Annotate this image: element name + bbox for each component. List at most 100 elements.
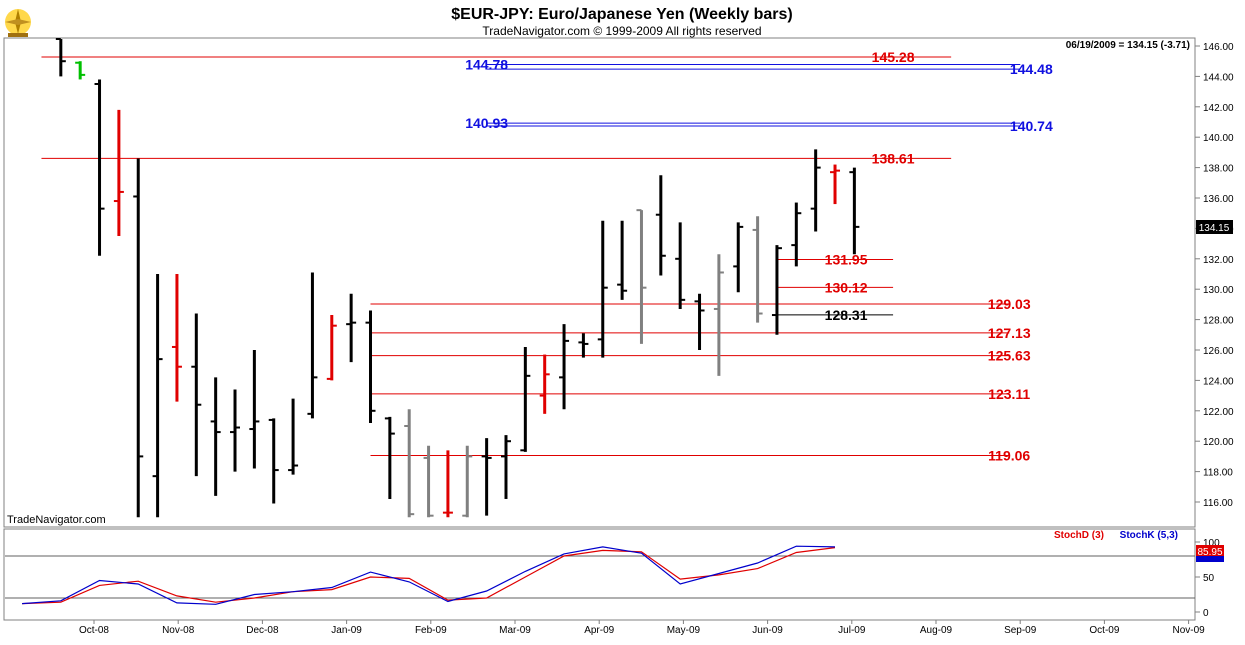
- price-bar: [791, 202, 802, 267]
- price-bar: [113, 109, 124, 236]
- price-bar: [442, 450, 453, 518]
- price-bar: [133, 158, 144, 518]
- level-label: 119.06: [988, 447, 1030, 463]
- x-tick-label: Jul-09: [838, 625, 866, 636]
- level-label: 140.74: [1010, 118, 1053, 134]
- y-tick-label: 140.00: [1203, 133, 1234, 144]
- y-tick-label: 120.00: [1203, 437, 1234, 448]
- price-bar: [830, 164, 841, 205]
- price-bar: [694, 293, 705, 350]
- x-tick-label: Jun-09: [752, 625, 783, 636]
- level-label: 130.12: [825, 279, 868, 295]
- price-bar: [500, 435, 511, 499]
- y-tick-label: 144.00: [1203, 72, 1234, 83]
- price-bar: [55, 38, 66, 77]
- price-bar: [655, 175, 666, 276]
- y-tick-label: 146.00: [1203, 42, 1234, 53]
- price-bar: [230, 389, 241, 472]
- price-bar: [191, 313, 202, 477]
- price-bar: [210, 377, 221, 496]
- x-tick-label: Oct-08: [79, 625, 109, 636]
- level-label: 129.03: [988, 296, 1031, 312]
- price-bar: [617, 220, 628, 300]
- stochd-line: [22, 547, 836, 605]
- price-bar: [75, 61, 86, 80]
- price-bar: [171, 274, 182, 402]
- price-bar: [771, 245, 782, 335]
- support-resistance-levels: 145.28 144.78 144.48 140.93 140.74 138.61 131.…: [41, 49, 1053, 463]
- x-tick-label: Mar-09: [499, 625, 531, 636]
- price-bar: [810, 149, 821, 232]
- x-tick-label: Jan-09: [331, 625, 362, 636]
- price-bar: [597, 220, 608, 358]
- chart-title: $EUR-JPY: Euro/Japanese Yen (Weekly bars…: [451, 6, 792, 23]
- level-label: 128.31: [825, 307, 868, 323]
- price-bar: [520, 346, 531, 452]
- price-bar: [713, 254, 724, 376]
- price-bar: [539, 354, 550, 414]
- quote-readout: 06/19/2009 = 134.15 (-3.71): [1066, 40, 1190, 51]
- price-bar: [733, 222, 744, 293]
- price-bar: [268, 418, 279, 504]
- price-bars: [55, 38, 860, 518]
- price-bar: [94, 79, 105, 256]
- date-axis: Oct-08 Nov-08 Dec-08 Jan-09 Feb-09 Mar-09 Apr-…: [79, 620, 1205, 636]
- x-tick-label: Nov-09: [1172, 625, 1205, 636]
- price-bar: [675, 222, 686, 309]
- y-tick-label: 116.00: [1203, 498, 1233, 509]
- tradenavigator-logo-icon: [5, 9, 31, 37]
- y-tick-label: 142.00: [1203, 103, 1234, 114]
- x-tick-label: Apr-09: [584, 625, 614, 636]
- price-bar: [346, 293, 357, 363]
- price-bar: [559, 324, 570, 410]
- level-label: 145.28: [872, 49, 915, 65]
- level-label: 123.11: [988, 386, 1030, 402]
- price-bar: [288, 398, 299, 475]
- last-price-label: 134.15: [1199, 223, 1230, 234]
- stochd-value: 85.95: [1197, 547, 1222, 558]
- price-bar: [404, 409, 415, 518]
- price-bar: [365, 310, 376, 423]
- x-tick-label: May-09: [667, 625, 701, 636]
- price-bar: [326, 315, 337, 381]
- y-tick-label: 132.00: [1203, 255, 1234, 266]
- price-bar: [307, 272, 318, 419]
- x-tick-label: Dec-08: [246, 625, 279, 636]
- price-bar: [849, 167, 860, 255]
- x-tick-label: Nov-08: [162, 625, 195, 636]
- price-bar: [384, 416, 395, 499]
- y-tick-label: 138.00: [1203, 164, 1234, 175]
- last-price-flag: 134.15: [1196, 220, 1233, 234]
- level-label: 131.95: [825, 252, 868, 268]
- level-label: 140.93: [465, 115, 508, 131]
- x-tick-label: Oct-09: [1089, 625, 1119, 636]
- y-tick-label: 118.00: [1203, 468, 1233, 479]
- price-bar: [462, 445, 473, 518]
- y-tick-label: 122.00: [1203, 407, 1234, 418]
- x-tick-label: Aug-09: [920, 625, 953, 636]
- y-tick-label: 136.00: [1203, 194, 1234, 205]
- stoch-tick-label: 0: [1203, 608, 1209, 619]
- chart-subtitle: TradeNavigator.com © 1999-2009 All right…: [482, 24, 761, 38]
- level-label: 125.63: [988, 348, 1031, 364]
- stoch-tick-label: 50: [1203, 573, 1215, 584]
- watermark: TradeNavigator.com: [7, 514, 106, 526]
- price-bar: [636, 209, 647, 344]
- level-label: 144.48: [1010, 61, 1053, 77]
- price-bar: [578, 333, 589, 358]
- price-bar: [249, 350, 260, 469]
- price-bar: [152, 274, 163, 518]
- x-tick-label: Sep-09: [1004, 625, 1037, 636]
- stochk-legend: StochK (5,3): [1120, 530, 1178, 541]
- stochk-line: [22, 545, 836, 605]
- level-label: 127.13: [988, 325, 1031, 341]
- y-tick-label: 126.00: [1203, 346, 1234, 357]
- y-tick-label: 124.00: [1203, 376, 1234, 387]
- price-bar: [752, 216, 763, 323]
- price-bar: [481, 438, 492, 516]
- stochastic-panel: 0 50 100: [5, 529, 1220, 620]
- y-tick-label: 128.00: [1203, 316, 1234, 327]
- stochd-legend: StochD (3): [1054, 530, 1104, 541]
- level-label: 144.78: [465, 57, 508, 73]
